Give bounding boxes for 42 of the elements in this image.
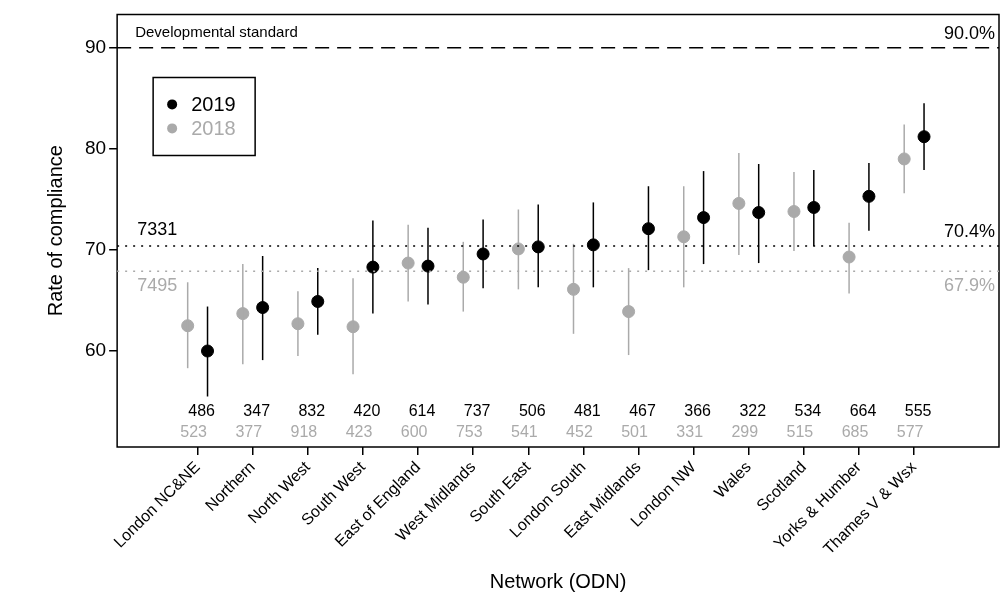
- annotation: 506: [518, 402, 546, 420]
- annotation: 577: [896, 423, 924, 441]
- annotation: 685: [841, 423, 869, 441]
- annotation: 555: [904, 402, 932, 420]
- annotation: 737: [463, 402, 491, 420]
- annotation: 501: [621, 423, 649, 441]
- annotation: 486: [188, 402, 216, 420]
- legend-label: 2018: [191, 116, 236, 139]
- annotation: 7495: [137, 275, 178, 296]
- annotation: 534: [794, 402, 822, 420]
- y-tick-label: 60: [84, 339, 107, 361]
- ref-line-label: 67.9%: [943, 275, 995, 296]
- annotation: 467: [629, 402, 656, 420]
- annotation: 832: [298, 402, 326, 420]
- annotation: 664: [849, 402, 877, 420]
- x-axis-title: Network (ODN): [489, 569, 627, 592]
- annotation: 614: [408, 402, 436, 420]
- annotation: 331: [676, 423, 704, 441]
- annotation: 347: [243, 402, 271, 420]
- y-tick-label: 70: [84, 238, 107, 260]
- legend-label: 2019: [191, 92, 236, 115]
- annotation: 452: [566, 423, 593, 441]
- annotation: 523: [180, 423, 208, 441]
- y-axis-title: Rate of compliance: [43, 145, 66, 317]
- annotation: 299: [731, 423, 759, 441]
- annotation: 366: [684, 402, 712, 420]
- ref-line-label: 90.0%: [943, 22, 995, 43]
- annotation: 753: [455, 423, 483, 441]
- annotation: 377: [235, 423, 263, 441]
- annotation: 420: [353, 402, 381, 420]
- y-tick-label: 80: [84, 137, 107, 159]
- annotation: 515: [786, 423, 814, 441]
- annotation: 541: [510, 423, 538, 441]
- annotation: Developmental standard: [135, 23, 298, 41]
- ref-line-label: 70.4%: [943, 220, 995, 241]
- annotation: 322: [739, 402, 767, 420]
- annotation: 423: [345, 423, 373, 441]
- annotation: 918: [290, 423, 318, 441]
- annotation: 600: [400, 423, 428, 441]
- annotation: 481: [574, 402, 601, 420]
- annotation: 7331: [137, 218, 178, 239]
- y-tick-label: 90: [84, 35, 107, 57]
